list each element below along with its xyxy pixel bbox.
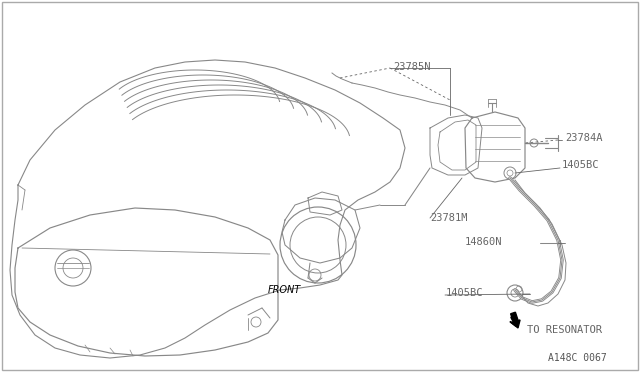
Text: A148C 0067: A148C 0067 [548, 353, 607, 363]
Text: 23784A: 23784A [565, 133, 602, 143]
Text: 1405BC: 1405BC [562, 160, 600, 170]
Text: FRONT: FRONT [268, 285, 301, 295]
Text: TO RESONATOR: TO RESONATOR [527, 325, 602, 335]
FancyArrow shape [511, 312, 520, 328]
Text: 14860N: 14860N [465, 237, 502, 247]
Text: 1405BC: 1405BC [446, 288, 483, 298]
Text: 23781M: 23781M [430, 213, 467, 223]
Text: 23785N: 23785N [393, 62, 431, 72]
Circle shape [530, 139, 538, 147]
